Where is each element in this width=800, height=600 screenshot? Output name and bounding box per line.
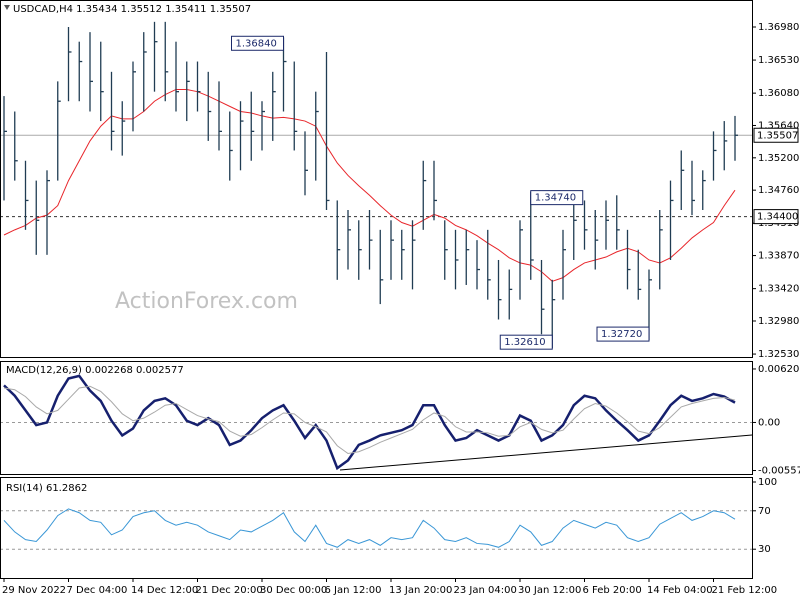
signal-line [3, 385, 736, 455]
chart-title: USDCAD,H4 1.35434 1.35512 1.35411 1.3550… [13, 4, 251, 15]
price-level-label: 1.35507 [757, 130, 798, 141]
annotation-label: 1.36840 [236, 38, 277, 49]
x-tick-label: 13 Jan 20:00 [389, 585, 452, 596]
panel-title: RSI(14) 61.2862 [6, 483, 87, 494]
price-level-box [753, 127, 799, 143]
y-tick-label: 1.36080 [758, 88, 799, 99]
x-tick-label: 14 Feb 04:00 [647, 585, 713, 596]
price-panel-frame [0, 0, 753, 358]
rsi-panel-frame [0, 477, 753, 579]
x-tick-label: 6 Jan 12:00 [325, 585, 382, 596]
annotation-box [530, 190, 584, 206]
x-tick-label: 30 Jan 12:00 [518, 585, 581, 596]
rsi-line [3, 508, 736, 548]
x-tick-label: 14 Dec 12:00 [131, 585, 198, 596]
y-tick-label: 1.32980 [758, 316, 799, 327]
macd-line [3, 374, 736, 471]
y-tick-label: 70 [758, 506, 771, 517]
symbol-icon [4, 5, 10, 10]
x-tick-label: 29 Nov 2022 [2, 585, 66, 596]
moving-average [3, 88, 736, 282]
x-tick-label: 30 Dec 00:00 [260, 585, 327, 596]
y-tick-label: 1.36530 [758, 55, 799, 66]
x-tick-label: 21 Feb 12:00 [712, 585, 778, 596]
y-tick-label: 1.35640 [758, 120, 799, 131]
trend-line [339, 434, 753, 471]
plot-layer: ActionForex.com 1.36980 1.36530 1.36080 1.35… [0, 4, 800, 596]
x-tick-label: 23 Jan 04:00 [454, 585, 517, 596]
annotation-box [499, 334, 553, 350]
macd-panel-frame [0, 361, 753, 475]
y-tick-label: 1.34760 [758, 185, 799, 196]
x-tick-label: 7 Dec 04:00 [67, 585, 128, 596]
annotation-label: 1.34740 [535, 193, 576, 204]
x-tick-label: 6 Feb 20:00 [583, 585, 642, 596]
y-tick-label: 1.36980 [758, 22, 799, 33]
annotation-label: 1.32720 [601, 329, 642, 340]
y-tick-label: 30 [758, 544, 771, 555]
y-tick-label: 100 [758, 477, 777, 488]
y-tick-label: 1.32530 [758, 349, 799, 360]
y-tick-label: 1.35200 [758, 153, 799, 164]
annotation-label: 1.32610 [504, 337, 545, 348]
y-tick-label: 0.00 [758, 417, 780, 428]
annotation-box [596, 326, 650, 342]
annotation-box [231, 35, 284, 51]
y-tick-label: 0.006208 [758, 364, 800, 375]
price-level-label: 1.34400 [757, 212, 798, 223]
price-level-box [753, 209, 799, 225]
y-tick-label: 1.33870 [758, 251, 799, 262]
y-tick-label: 1.33420 [758, 284, 799, 295]
watermark: ActionForex.com [115, 289, 298, 314]
y-tick-label: -0.005577 [758, 466, 800, 477]
panel-title: MACD(12,26,9) 0.002268 0.002577 [6, 365, 184, 376]
x-tick-label: 21 Dec 20:00 [196, 585, 263, 596]
